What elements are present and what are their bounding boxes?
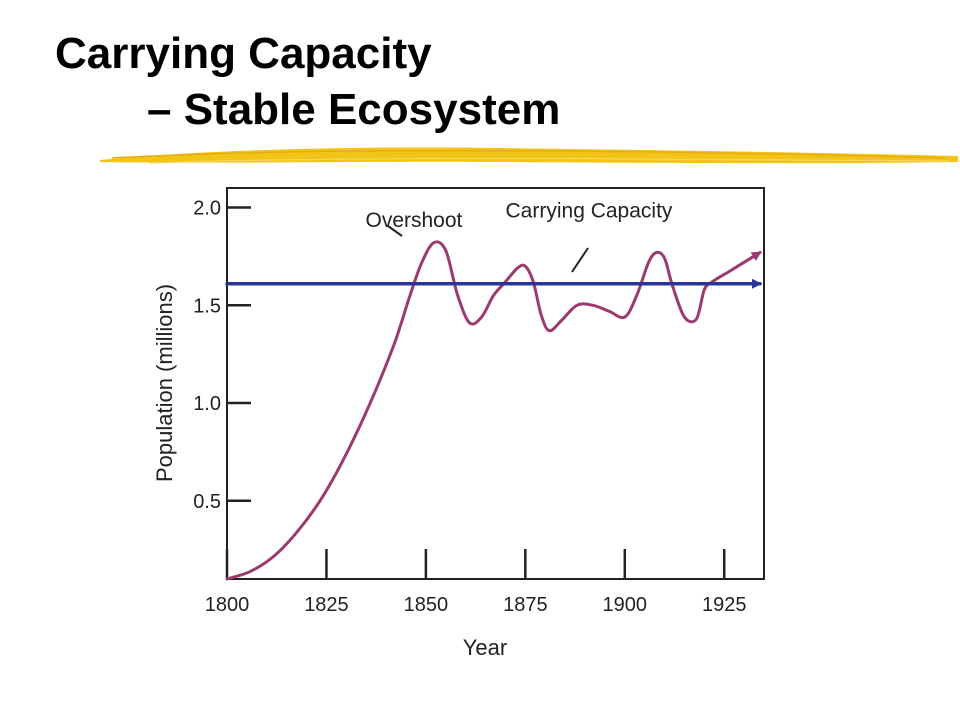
x-tick-label: 1900 <box>603 594 648 616</box>
title-underline-brushstroke <box>100 147 958 164</box>
y-axis-ticks: 0.5 1.0 1.5 2.0 <box>193 198 251 513</box>
y-tick-label: 0.5 <box>193 491 221 513</box>
title-line-1: Carrying Capacity <box>55 29 432 78</box>
x-tick-label: 1875 <box>503 594 548 616</box>
overshoot-leader-line <box>387 225 403 237</box>
x-tick-label: 1925 <box>702 594 747 616</box>
annotation-label: Overshoot <box>366 209 463 232</box>
x-tick-label: 1850 <box>404 594 449 616</box>
x-axis-ticks: 1800 1825 1850 1875 1900 1925 <box>205 549 747 616</box>
x-axis-label: Year <box>463 635 507 660</box>
series-lines <box>225 240 762 581</box>
brushstroke-texture <box>111 149 946 159</box>
y-tick-label: 1.0 <box>193 393 221 415</box>
title-line-2: – Stable Ecosystem <box>147 85 561 134</box>
y-tick-label: 2.0 <box>193 198 221 220</box>
annotation-label: Carrying Capacity <box>506 199 673 222</box>
y-tick-label: 1.5 <box>193 295 221 317</box>
slide-title: Carrying Capacity – Stable Ecosystem <box>55 26 560 138</box>
plot-frame <box>226 187 765 580</box>
brushstroke-highlight <box>149 157 951 164</box>
y-axis-label: Population (millions) <box>152 284 177 482</box>
population-curve <box>225 240 762 581</box>
carrying-capacity-leader-line <box>571 247 589 273</box>
x-tick-label: 1800 <box>205 594 250 616</box>
annotations: Overshoot Carrying Capacity <box>366 199 673 232</box>
x-tick-label: 1825 <box>304 594 349 616</box>
